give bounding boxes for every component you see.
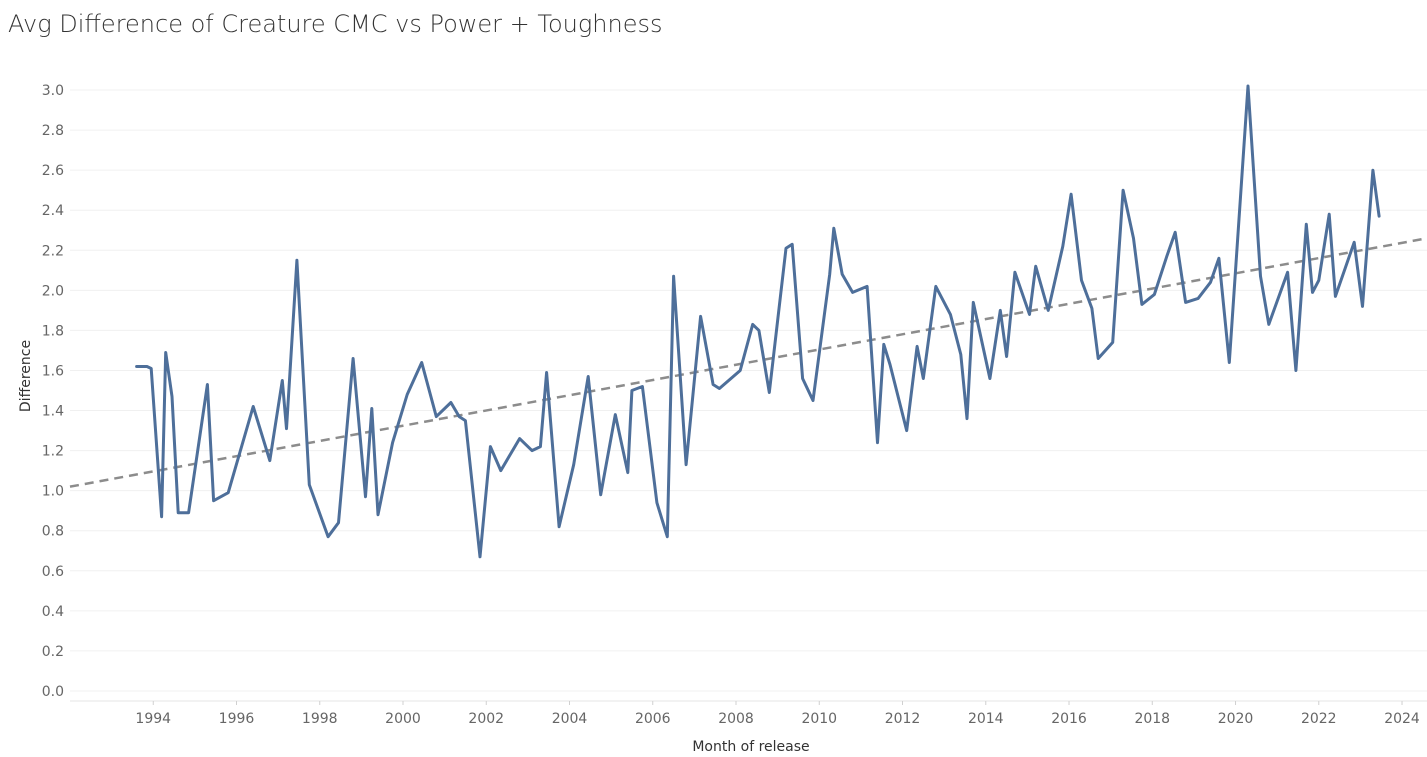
x-tick-label: 2002 (468, 711, 504, 727)
x-tick-label: 1994 (135, 711, 171, 727)
trend-line (69, 237, 1427, 488)
x-tick-label: 2016 (1051, 711, 1087, 727)
x-tick-label: 2006 (635, 711, 671, 727)
y-tick-label: 2.0 (42, 283, 64, 299)
x-tick-label: 2020 (1218, 711, 1254, 727)
chart-title: Avg Difference of Creature CMC vs Power … (8, 10, 663, 38)
series-line (135, 84, 1381, 559)
y-tick-label: 0.2 (42, 644, 64, 660)
x-tick-label: 2004 (552, 711, 588, 727)
y-tick-label: 0.0 (42, 684, 64, 700)
x-tick-label: 2024 (1384, 711, 1420, 727)
y-tick-label: 1.8 (42, 323, 64, 339)
y-tick-label: 0.8 (42, 524, 64, 540)
x-tick-label: 1998 (302, 711, 338, 727)
y-tick-label: 0.6 (42, 564, 64, 580)
gridlines (70, 89, 1427, 692)
x-axis-title: Month of release (692, 739, 809, 755)
y-tick-label: 1.6 (42, 363, 64, 379)
y-tick-label: 0.4 (42, 604, 64, 620)
x-tick-label: 1996 (219, 711, 255, 727)
x-tick-label: 2000 (385, 711, 421, 727)
y-tick-label: 2.8 (42, 123, 64, 139)
x-tick-label: 2010 (801, 711, 837, 727)
y-tick-label: 2.4 (42, 203, 64, 219)
y-tick-label: 3.0 (42, 83, 64, 99)
x-tick-label: 2008 (718, 711, 754, 727)
x-tick-label: 2018 (1134, 711, 1170, 727)
x-axis-ticks: 1994 1996 1998 2000 2002 2004 2006 2008 2010 2012… (135, 701, 1420, 727)
y-axis-title: Difference (18, 340, 34, 412)
y-tick-label: 1.4 (42, 404, 64, 420)
x-tick-label: 2012 (885, 711, 921, 727)
y-axis-ticks: 0.0 0.2 0.4 0.6 0.8 1.0 1.2 1.4 1.6 1.8 2.0 2.2 2.4 2… (42, 83, 64, 700)
y-tick-label: 1.2 (42, 444, 64, 460)
y-tick-label: 2.6 (42, 163, 64, 179)
y-tick-label: 1.0 (42, 484, 64, 500)
x-tick-label: 2014 (968, 711, 1004, 727)
y-tick-label: 2.2 (42, 243, 64, 259)
x-tick-label: 2022 (1301, 711, 1337, 727)
